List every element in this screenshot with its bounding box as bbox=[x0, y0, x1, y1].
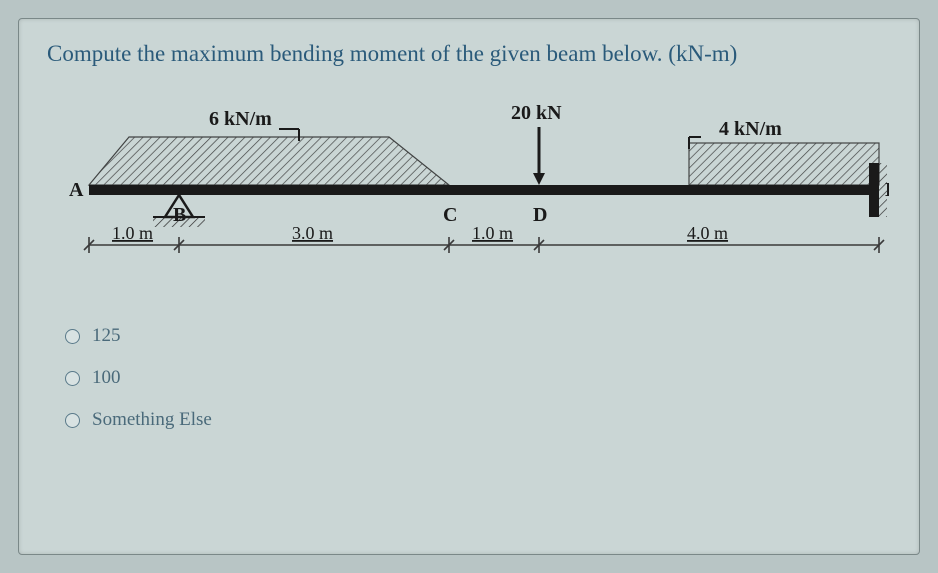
svg-text:C: C bbox=[443, 204, 457, 226]
svg-text:20 kN: 20 kN bbox=[511, 102, 562, 124]
svg-text:6 kN/m: 6 kN/m bbox=[209, 108, 272, 130]
option-row[interactable]: Something Else bbox=[65, 409, 891, 431]
svg-text:1.0 m: 1.0 m bbox=[472, 223, 513, 243]
answer-options: 125 100 Something Else bbox=[65, 325, 891, 431]
radio-icon[interactable] bbox=[65, 413, 80, 428]
question-text: Compute the maximum bending moment of th… bbox=[47, 41, 891, 67]
question-panel: Compute the maximum bending moment of th… bbox=[18, 18, 920, 555]
beam-svg: 6 kN/m20 kN4 kN/mABCDE1.0 m3.0 m1.0 m4.0… bbox=[49, 95, 889, 285]
option-row[interactable]: 125 bbox=[65, 325, 891, 347]
svg-text:1.0 m: 1.0 m bbox=[112, 223, 153, 243]
svg-text:A: A bbox=[69, 179, 84, 201]
svg-text:4.0 m: 4.0 m bbox=[687, 223, 728, 243]
svg-text:D: D bbox=[533, 204, 547, 226]
option-label: Something Else bbox=[92, 409, 212, 431]
option-row[interactable]: 100 bbox=[65, 367, 891, 389]
radio-icon[interactable] bbox=[65, 371, 80, 386]
option-label: 125 bbox=[92, 325, 121, 347]
radio-icon[interactable] bbox=[65, 329, 80, 344]
beam-diagram: 6 kN/m20 kN4 kN/mABCDE1.0 m3.0 m1.0 m4.0… bbox=[49, 95, 889, 285]
svg-text:4 kN/m: 4 kN/m bbox=[719, 118, 782, 140]
svg-text:3.0 m: 3.0 m bbox=[292, 223, 333, 243]
option-label: 100 bbox=[92, 367, 121, 389]
